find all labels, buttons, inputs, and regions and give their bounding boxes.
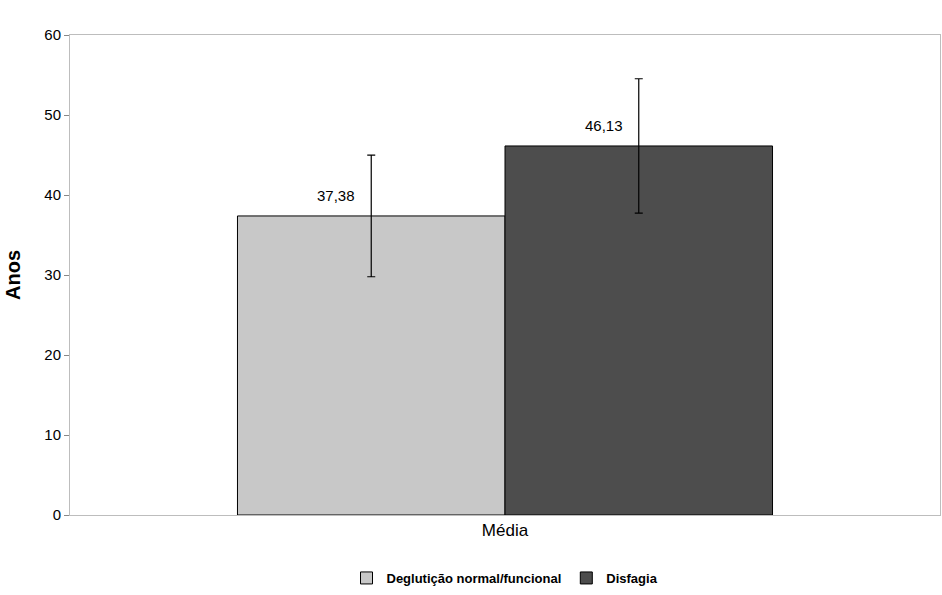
svg-text:0: 0 <box>53 506 61 523</box>
svg-text:Deglutição normal/funcional: Deglutição normal/funcional <box>387 571 562 586</box>
svg-text:30: 30 <box>44 266 61 283</box>
svg-text:40: 40 <box>44 186 61 203</box>
svg-text:Anos: Anos <box>2 250 24 300</box>
svg-text:37,38: 37,38 <box>317 187 355 204</box>
svg-text:Disfagia: Disfagia <box>606 571 657 586</box>
svg-text:46,13: 46,13 <box>585 117 623 134</box>
svg-text:20: 20 <box>44 346 61 363</box>
svg-text:50: 50 <box>44 106 61 123</box>
svg-text:60: 60 <box>44 26 61 43</box>
svg-text:10: 10 <box>44 426 61 443</box>
svg-text:Média: Média <box>482 521 529 540</box>
